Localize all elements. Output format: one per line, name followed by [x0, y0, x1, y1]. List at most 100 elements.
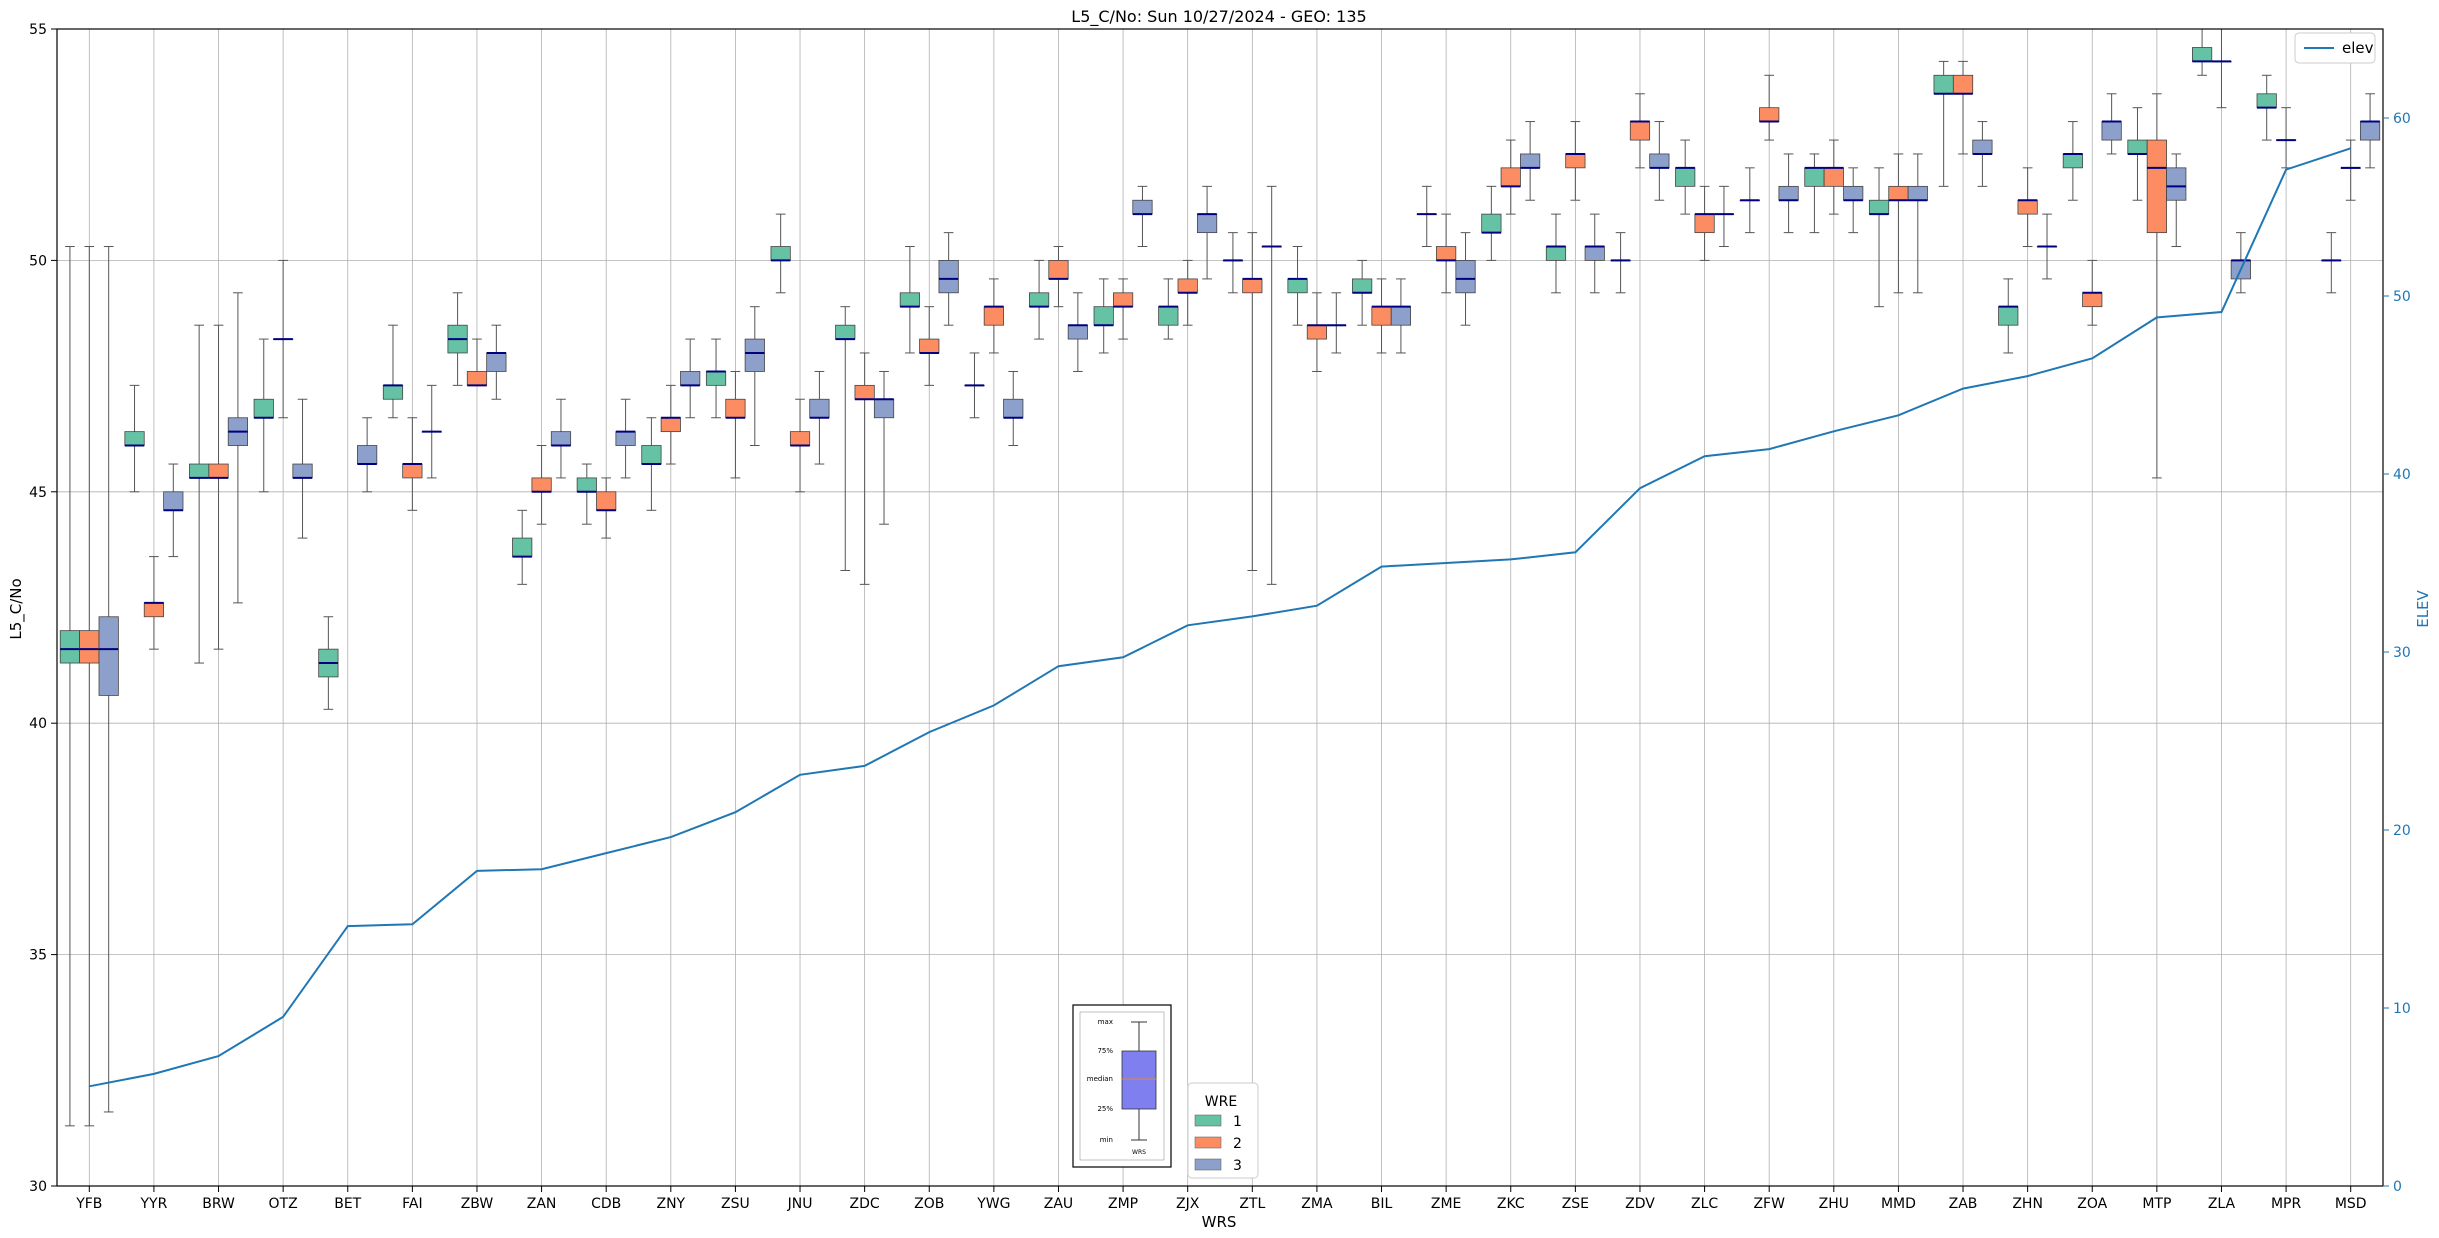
box-plot-ZAU-wre2 [1048, 246, 1069, 308]
box-plot-ZAU-wre3 [1067, 292, 1088, 372]
box-iqr [143, 602, 165, 618]
box-iqr [1306, 324, 1328, 340]
box-iqr [466, 371, 488, 386]
box-plot-ZTL-wre3 [1261, 185, 1282, 585]
x-tick-label: YWG [976, 1196, 1010, 1212]
box-iqr [189, 463, 210, 479]
box-plot-MSD-wre2 [2340, 139, 2361, 201]
x-tick-label: MSD [2335, 1196, 2367, 1212]
box-key-xlabel: WRS [1132, 1149, 1146, 1156]
box-plot-ZSU-wre1 [705, 338, 727, 419]
box-plot-BRW-wre1 [189, 324, 210, 664]
elev-legend-label: elev [2342, 39, 2374, 57]
y2-tick-label: 30 [2393, 645, 2411, 661]
y-axis-label: L5_C/No [7, 578, 26, 639]
box-plot-ZHU-wre1 [1804, 153, 1825, 234]
box-iqr [835, 324, 856, 340]
box-iqr [1390, 306, 1412, 326]
y2-tick-label: 60 [2393, 111, 2411, 127]
axes: YFB YYR BRW OTZ BET FAI ZBW ZAN CDB ZNY ZSU JNU ZDC Z… [29, 22, 2411, 1212]
x-tick-label: ZHU [1819, 1196, 1849, 1212]
box-plot-YFB-wre3 [98, 246, 119, 1113]
box-iqr [2359, 121, 2381, 141]
box-plot-CDB-wre1 [576, 463, 597, 525]
box-plot-BIL-wre3 [1390, 278, 1412, 354]
box-plot-ZME-wre1 [1416, 185, 1437, 248]
box-plot-OTZ-wre2 [273, 259, 294, 419]
box-key-label-q1: 25% [1097, 1105, 1113, 1113]
box-iqr [253, 398, 274, 419]
box-plot-ZJX-wre2 [1177, 259, 1198, 326]
box-iqr [854, 384, 875, 400]
box-plot-BRW-wre3 [227, 292, 249, 604]
box-plot-ZMA-wre1 [1287, 246, 1308, 326]
box-iqr [899, 292, 920, 308]
wre-legend-label-2: 2 [1233, 1136, 1242, 1152]
box-iqr [1545, 246, 1567, 261]
box-iqr [1158, 306, 1179, 326]
box-iqr [1888, 185, 1909, 201]
box-plot-ZJX-wre1 [1158, 278, 1179, 340]
box-plots [59, 28, 2381, 1127]
box-plot-OTZ-wre1 [253, 338, 274, 493]
box-iqr [809, 398, 830, 419]
box-plot-BIL-wre1 [1352, 259, 1373, 326]
box-plot-MMD-wre1 [1868, 167, 1890, 308]
box-iqr [1649, 153, 1670, 169]
wre-legend-swatch-3 [1194, 1158, 1222, 1171]
box-iqr [2256, 93, 2277, 109]
box-iqr [789, 431, 811, 446]
box-plot-ZLC-wre3 [1713, 185, 1735, 248]
x-tick-label: ZSU [721, 1196, 750, 1212]
box-plot-ZOA-wre3 [2101, 93, 2122, 155]
box-plot-YFB-wre1 [59, 246, 81, 1127]
x-tick-label: ZAU [1044, 1196, 1073, 1212]
y-tick-label: 55 [29, 22, 47, 38]
y2-axis-label: ELEV [2414, 589, 2432, 627]
box-plot-MTP-wre2 [2146, 93, 2167, 479]
box-iqr [2062, 153, 2083, 169]
wre-legend-title: WRE [1205, 1094, 1237, 1110]
y-tick-label: 40 [29, 716, 47, 732]
box-plot-ZAN-wre3 [550, 398, 572, 479]
box-key-label-q3: 75% [1097, 1047, 1113, 1055]
elev-line [89, 147, 2352, 1088]
box-plot-ZDC-wre3 [873, 370, 895, 525]
box-iqr [2127, 139, 2148, 155]
x-tick-label: ZMP [1108, 1196, 1138, 1212]
box-iqr [596, 491, 617, 511]
box-iqr [292, 463, 313, 479]
box-plot-ZSE-wre1 [1545, 213, 1567, 294]
box-plot-FAI-wre1 [382, 324, 404, 419]
box-iqr [1196, 213, 1218, 234]
box-iqr [1759, 107, 1780, 122]
x-tick-label: ZNY [656, 1196, 685, 1212]
x-tick-label: ZAN [527, 1196, 557, 1212]
box-iqr [2166, 167, 2187, 201]
box-plot-JNU-wre2 [789, 398, 811, 493]
box-plot-ZME-wre2 [1436, 213, 1457, 294]
x-tick-label: CDB [591, 1196, 621, 1212]
box-iqr [1177, 278, 1198, 294]
y-tick-label: 50 [29, 253, 47, 269]
box-iqr [2082, 292, 2103, 308]
box-iqr [512, 537, 533, 557]
box-iqr [163, 491, 184, 511]
box-plot-ZSU-wre3 [744, 306, 765, 447]
box-plot-ZHU-wre3 [1843, 167, 1864, 234]
box-iqr [1371, 306, 1392, 326]
box-plot-ZBW-wre2 [466, 338, 488, 387]
box-iqr [1694, 213, 1715, 234]
elev-legend: elev [2294, 32, 2376, 64]
wre-legend: WRE 1 2 3 [1187, 1082, 1259, 1179]
x-tick-label: BET [334, 1196, 361, 1212]
box-plot-ZAB-wre2 [1952, 60, 1974, 155]
box-iqr [873, 398, 895, 419]
box-iqr [98, 616, 119, 696]
box-plot-ZSE-wre3 [1584, 213, 1605, 294]
box-iqr [1778, 185, 1799, 201]
box-plot-ZBW-wre1 [447, 292, 468, 386]
box-iqr [1028, 292, 1050, 308]
box-plot-ZSU-wre2 [725, 370, 746, 479]
